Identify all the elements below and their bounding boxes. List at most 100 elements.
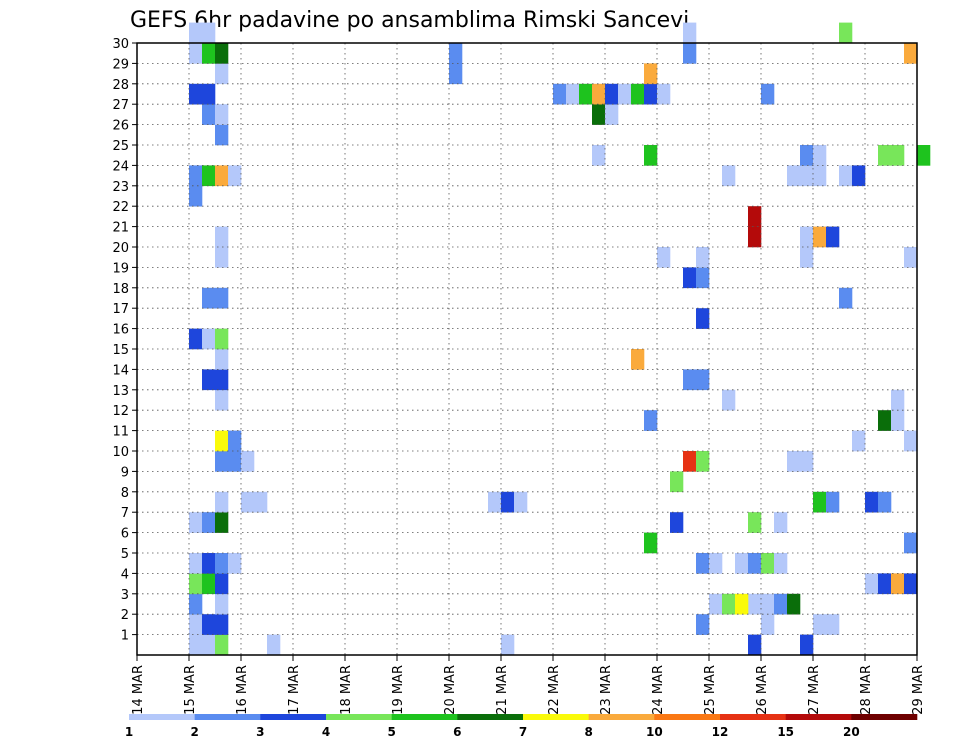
heatmap-cell	[696, 247, 710, 268]
legend-label: 1	[125, 725, 133, 739]
legend-swatch	[720, 714, 786, 720]
y-tick-label: 3	[121, 588, 129, 603]
heatmap-cell	[800, 145, 814, 166]
y-tick-label: 9	[121, 465, 129, 480]
heatmap-cell	[761, 553, 775, 574]
x-tick-label: 27 MAR	[807, 665, 822, 715]
heatmap-cell	[215, 369, 229, 391]
heatmap-cell	[800, 165, 814, 187]
heatmap-cells	[189, 22, 931, 656]
y-tick-label: 6	[121, 527, 129, 542]
heatmap-cell	[826, 226, 840, 248]
y-tick-label: 30	[112, 37, 129, 52]
heatmap-cell	[202, 573, 216, 595]
heatmap-cell	[787, 593, 801, 615]
legend-swatch	[260, 714, 327, 720]
heatmap-cell	[683, 43, 697, 64]
heatmap-cell	[189, 573, 203, 595]
heatmap-cell	[215, 573, 229, 595]
x-tick-label: 15 MAR	[183, 665, 198, 715]
heatmap-cell	[189, 165, 203, 187]
legend-label: 2	[190, 725, 198, 739]
x-tick-label: 22 MAR	[547, 665, 562, 715]
legend-swatch	[851, 714, 918, 720]
heatmap-cell	[865, 491, 879, 513]
heatmap-cell	[488, 491, 502, 513]
y-tick-label: 28	[112, 78, 129, 93]
heatmap-cell	[605, 83, 619, 105]
heatmap-cell	[774, 512, 788, 533]
heatmap-cell	[202, 104, 216, 125]
heatmap-cell	[813, 145, 827, 166]
grid-lines	[137, 42, 917, 655]
legend-label: 10	[646, 725, 663, 739]
heatmap-cell	[904, 532, 918, 554]
heatmap-cell	[865, 573, 879, 595]
heatmap-cell	[566, 83, 580, 105]
heatmap-cell	[826, 491, 840, 513]
heatmap-cell	[631, 349, 645, 370]
heatmap-cell	[215, 287, 229, 309]
heatmap-cell	[696, 451, 710, 472]
heatmap-cell	[592, 83, 606, 105]
heatmap-cell	[813, 614, 827, 635]
heatmap-cell	[189, 512, 203, 533]
heatmap-cell	[579, 83, 593, 105]
heatmap-cell	[917, 145, 931, 166]
heatmap-cell	[215, 124, 229, 146]
legend-label: 4	[322, 725, 330, 739]
heatmap-cell	[800, 634, 814, 656]
heatmap-cell	[449, 43, 463, 64]
heatmap-cell	[709, 553, 723, 574]
y-tick-label: 12	[112, 404, 129, 419]
legend-swatch	[785, 714, 852, 720]
heatmap-cell	[683, 451, 697, 472]
heatmap-cell	[644, 532, 658, 554]
heatmap-cell	[813, 491, 827, 513]
y-tick-label: 18	[112, 282, 129, 297]
y-tick-label: 5	[121, 547, 129, 562]
heatmap-cell	[813, 226, 827, 248]
y-tick-label: 26	[112, 119, 129, 134]
x-tick-label: 16 MAR	[235, 665, 250, 715]
heatmap-cell	[891, 145, 905, 166]
heatmap-cell	[852, 165, 866, 187]
x-tick-label: 19 MAR	[391, 665, 406, 715]
heatmap-cell	[592, 104, 606, 125]
y-tick-label: 13	[112, 384, 129, 399]
heatmap-cell	[189, 22, 203, 44]
heatmap-cell	[722, 593, 736, 615]
heatmap-cell	[189, 614, 203, 635]
legend-label: 3	[256, 725, 264, 739]
y-tick-label: 17	[112, 302, 129, 317]
legend-swatch	[654, 714, 721, 720]
legend-label: 15	[777, 725, 794, 739]
heatmap-cell	[254, 491, 268, 513]
heatmap-cell	[657, 247, 671, 268]
y-tick-label: 14	[112, 363, 129, 378]
heatmap-cell	[189, 553, 203, 574]
heatmap-cell	[215, 451, 229, 472]
heatmap-cell	[839, 287, 853, 309]
heatmap-cell	[189, 185, 203, 207]
heatmap-cell	[839, 22, 853, 44]
heatmap-cell	[553, 83, 567, 105]
heatmap-cell	[748, 206, 762, 227]
x-tick-label: 25 MAR	[703, 665, 718, 715]
y-tick-label: 27	[112, 98, 129, 113]
heatmap-cell	[891, 389, 905, 411]
heatmap-cell	[696, 308, 710, 329]
heatmap-cell	[618, 83, 632, 105]
heatmap-cell	[722, 389, 736, 411]
y-tick-label: 23	[112, 180, 129, 195]
heatmap-cell	[748, 512, 762, 533]
y-tick-label: 24	[112, 159, 129, 174]
x-tick-label: 21 MAR	[495, 665, 510, 715]
y-tick-label: 1	[121, 629, 129, 644]
x-tick-label: 29 MAR	[911, 665, 926, 715]
heatmap-cell	[748, 553, 762, 574]
heatmap-cell	[748, 634, 762, 656]
heatmap-cell	[774, 553, 788, 574]
heatmap-cell	[215, 634, 229, 656]
